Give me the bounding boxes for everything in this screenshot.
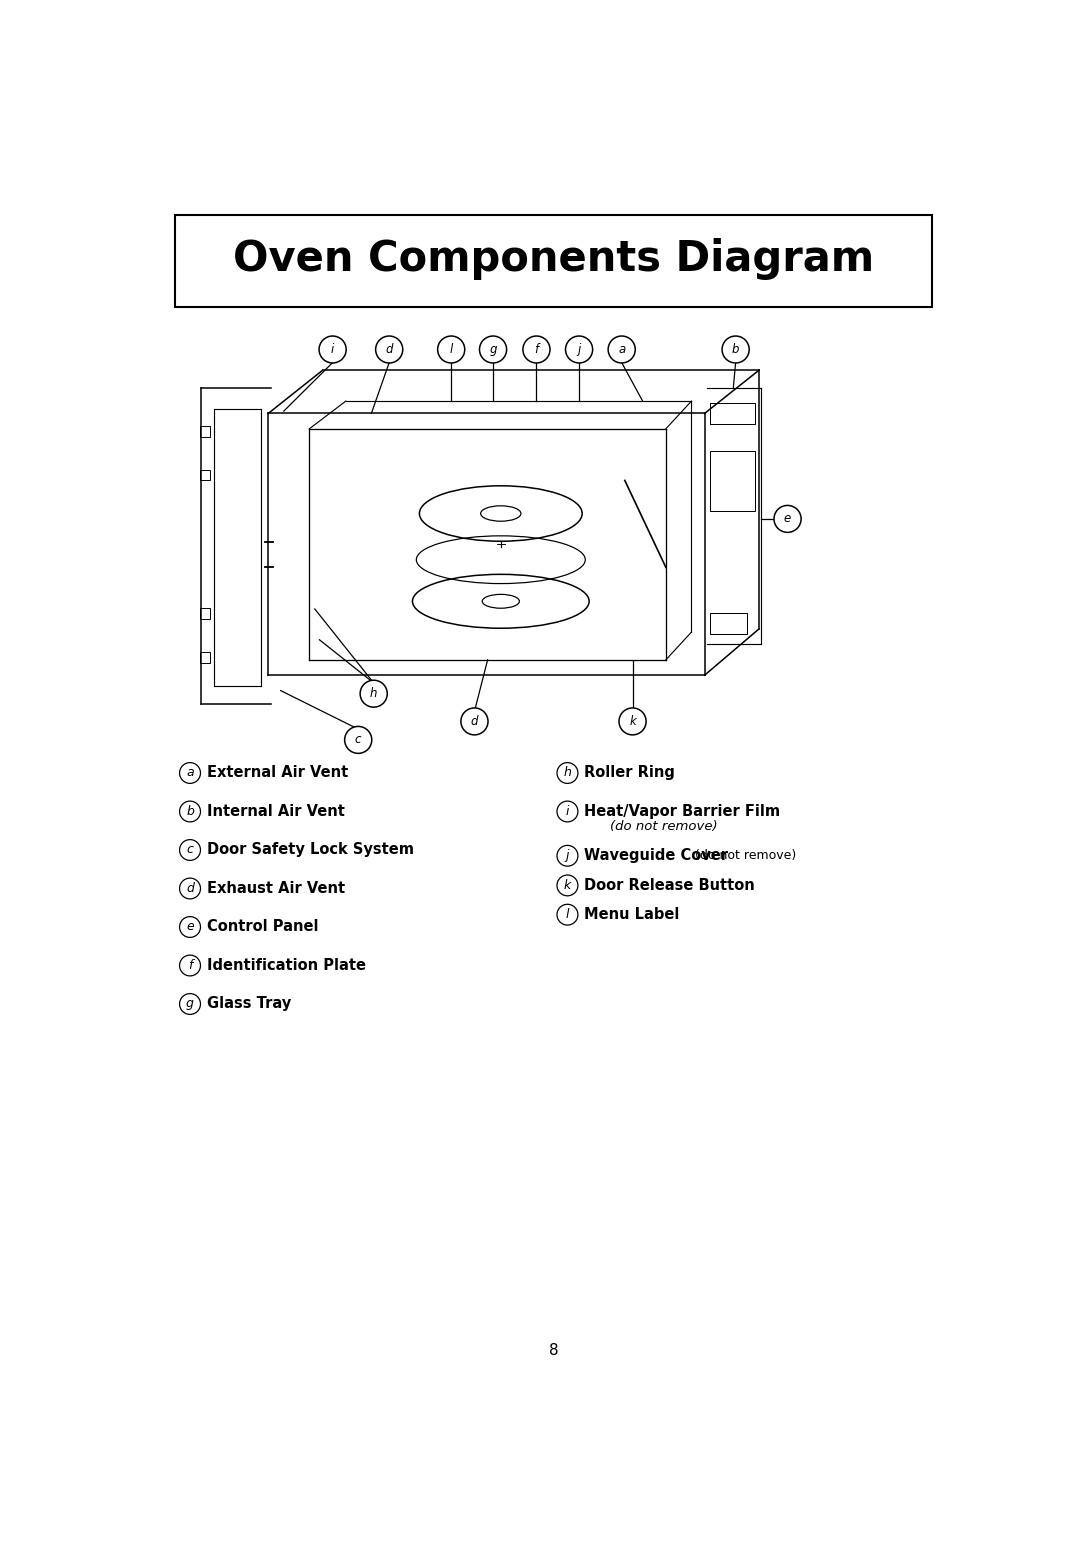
- Text: i: i: [566, 804, 569, 818]
- Circle shape: [557, 762, 578, 784]
- Text: d: d: [471, 715, 478, 728]
- Text: j: j: [578, 343, 581, 355]
- Text: d: d: [386, 343, 393, 355]
- Circle shape: [345, 726, 372, 753]
- Text: g: g: [186, 997, 194, 1011]
- Circle shape: [179, 801, 201, 822]
- FancyBboxPatch shape: [175, 214, 932, 307]
- Text: e: e: [186, 920, 194, 933]
- Circle shape: [619, 707, 646, 736]
- Text: Heat/Vapor Barrier Film: Heat/Vapor Barrier Film: [584, 804, 781, 818]
- Text: (do not remove): (do not remove): [610, 820, 718, 833]
- Circle shape: [723, 336, 750, 363]
- Circle shape: [557, 801, 578, 822]
- Text: c: c: [187, 844, 193, 856]
- Text: Identification Plate: Identification Plate: [207, 958, 366, 973]
- Text: Glass Tray: Glass Tray: [207, 997, 292, 1011]
- Text: Door Release Button: Door Release Button: [584, 878, 755, 894]
- Text: i: i: [330, 343, 334, 355]
- Text: External Air Vent: External Air Vent: [207, 765, 349, 781]
- Circle shape: [179, 917, 201, 937]
- Circle shape: [523, 336, 550, 363]
- Circle shape: [179, 878, 201, 898]
- Text: Exhaust Air Vent: Exhaust Air Vent: [207, 881, 346, 897]
- Bar: [200, 427, 211, 437]
- Text: k: k: [630, 715, 636, 728]
- Bar: [200, 653, 211, 664]
- Text: Roller Ring: Roller Ring: [584, 765, 675, 781]
- Circle shape: [461, 707, 488, 736]
- Bar: [710, 613, 747, 634]
- Circle shape: [179, 955, 201, 977]
- Text: Waveguide Cover: Waveguide Cover: [584, 848, 729, 864]
- Text: d: d: [186, 883, 194, 895]
- Text: c: c: [355, 734, 362, 747]
- Text: Menu Label: Menu Label: [584, 908, 680, 922]
- Circle shape: [557, 875, 578, 895]
- Text: f: f: [188, 959, 192, 972]
- Bar: [200, 470, 211, 480]
- Circle shape: [608, 336, 635, 363]
- Text: a: a: [186, 767, 193, 779]
- Text: a: a: [618, 343, 625, 355]
- Text: 8: 8: [549, 1343, 558, 1358]
- Text: h: h: [370, 687, 377, 700]
- Circle shape: [179, 762, 201, 784]
- Text: e: e: [784, 512, 792, 526]
- Text: b: b: [732, 343, 740, 355]
- Text: j: j: [566, 850, 569, 862]
- Text: Internal Air Vent: Internal Air Vent: [207, 804, 345, 818]
- Bar: [710, 451, 755, 512]
- Text: b: b: [186, 804, 194, 818]
- Circle shape: [774, 505, 801, 532]
- Circle shape: [557, 905, 578, 925]
- Circle shape: [437, 336, 464, 363]
- Circle shape: [179, 839, 201, 861]
- Circle shape: [319, 336, 347, 363]
- Text: Control Panel: Control Panel: [207, 920, 319, 934]
- Circle shape: [566, 336, 593, 363]
- Circle shape: [376, 336, 403, 363]
- Text: f: f: [535, 343, 539, 355]
- Text: k: k: [564, 880, 571, 892]
- Text: (do not remove): (do not remove): [691, 850, 797, 862]
- Circle shape: [480, 336, 507, 363]
- Text: l: l: [449, 343, 453, 355]
- Bar: [710, 402, 755, 424]
- Circle shape: [179, 994, 201, 1014]
- Text: l: l: [566, 908, 569, 922]
- Bar: [200, 609, 211, 620]
- Text: g: g: [489, 343, 497, 355]
- Text: Oven Components Diagram: Oven Components Diagram: [233, 238, 874, 280]
- Text: h: h: [564, 767, 571, 779]
- Text: Door Safety Lock System: Door Safety Lock System: [207, 842, 414, 858]
- Circle shape: [557, 845, 578, 865]
- Circle shape: [360, 681, 388, 707]
